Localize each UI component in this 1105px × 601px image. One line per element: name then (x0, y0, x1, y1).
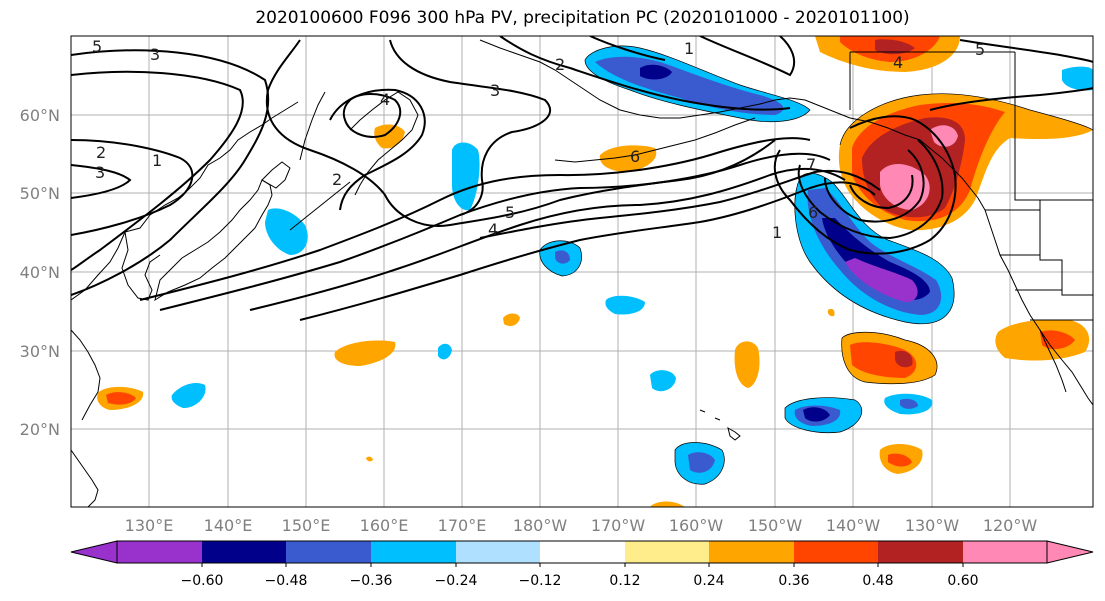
colorbar-tick-label: −0.48 (265, 573, 308, 589)
latitude-labels: 60°N 50°N 40°N 30°N 20°N (20, 106, 60, 439)
colorbar-swatch (794, 541, 878, 563)
colorbar-swatch (963, 541, 1047, 563)
lon-label: 140°E (204, 516, 253, 535)
pv-contours (71, 36, 1093, 321)
colorbar-swatch (117, 541, 202, 563)
colorbar-tick-label: −0.60 (181, 573, 224, 589)
lon-label: 140°W (826, 516, 881, 535)
lat-label: 50°N (20, 184, 60, 203)
longitude-labels: 130°E 140°E 150°E 160°E 170°E 180°W 170°… (125, 516, 1038, 535)
small-anomalies (97, 66, 1093, 507)
colorbar-frame (116, 540, 1048, 564)
lon-label: 150°W (748, 516, 803, 535)
lon-label: 180°W (513, 516, 568, 535)
lon-label: 160°W (669, 516, 724, 535)
pos-anomaly-pacific-nw (838, 93, 1093, 231)
colorbar-swatch (456, 541, 540, 563)
contour-label: 3 (95, 163, 105, 182)
precip-outline-contours (539, 45, 1093, 485)
colorbar-swatch (286, 541, 371, 563)
contour-label: 5 (92, 37, 102, 56)
colorbar-tick-label: −0.36 (350, 573, 393, 589)
contour-label: 5 (505, 203, 515, 222)
political-boundaries (849, 51, 1093, 321)
colorbar-tick-label: 0.36 (778, 573, 809, 589)
lon-label: 170°W (591, 516, 646, 535)
lat-label: 40°N (20, 263, 60, 282)
lon-label: 120°W (983, 516, 1038, 535)
colorbar-extend-min (70, 540, 118, 564)
colorbar-extend-max (1046, 540, 1094, 564)
contour-label: 2 (96, 143, 106, 162)
lon-label: 130°W (905, 516, 960, 535)
colorbar-tick-label: −0.24 (435, 573, 478, 589)
contour-label: 1 (684, 39, 694, 58)
colorbar-swatch (371, 541, 456, 563)
colorbar-tick-label: 0.12 (609, 573, 640, 589)
lon-label: 130°E (125, 516, 174, 535)
contour-label: 7 (806, 155, 816, 174)
lon-label: 170°E (438, 516, 487, 535)
contour-label: 6 (630, 147, 640, 166)
contour-label: 4 (893, 53, 903, 72)
colorbar-tick-label: −0.12 (519, 573, 562, 589)
map-frame (70, 35, 1094, 508)
contour-labels: 5 3 1 2 3 4 2 3 2 1 5 4 6 1 7 6 4 5 (92, 37, 985, 242)
contour-label: 4 (488, 220, 498, 239)
colorbar-swatch (878, 541, 963, 563)
colorbar-ticks (201, 563, 964, 567)
contour-label: 2 (332, 170, 342, 189)
colorbar: −0.60 −0.48 −0.36 −0.24 −0.12 0.12 0.24 … (70, 540, 1094, 589)
contour-label: 1 (772, 223, 782, 242)
lat-label: 30°N (20, 342, 60, 361)
colorbar-tick-label: 0.60 (947, 573, 978, 589)
contour-label: 1 (152, 151, 162, 170)
figure-title: 2020100600 F096 300 hPa PV, precipitatio… (255, 8, 910, 28)
contour-label: 6 (808, 203, 818, 222)
contour-label: 3 (150, 45, 160, 64)
colorbar-swatch (709, 541, 794, 563)
contour-label: 5 (975, 40, 985, 59)
lon-label: 160°E (360, 516, 409, 535)
pos-anomaly-top (815, 36, 960, 72)
lon-label: 150°E (282, 516, 331, 535)
lat-label: 20°N (20, 420, 60, 439)
colorbar-swatch (202, 541, 286, 563)
colorbar-tick-label: 0.24 (693, 573, 724, 589)
contour-label: 4 (380, 90, 390, 109)
contour-label: 3 (490, 81, 500, 100)
neg-anomaly-alaska (585, 45, 810, 122)
lat-label: 60°N (20, 106, 60, 125)
neg-anomaly-trough (794, 173, 955, 324)
colorbar-swatch (540, 541, 625, 563)
colorbar-tick-label: 0.48 (862, 573, 893, 589)
contour-label: 2 (555, 55, 565, 74)
colorbar-swatch (625, 541, 709, 563)
